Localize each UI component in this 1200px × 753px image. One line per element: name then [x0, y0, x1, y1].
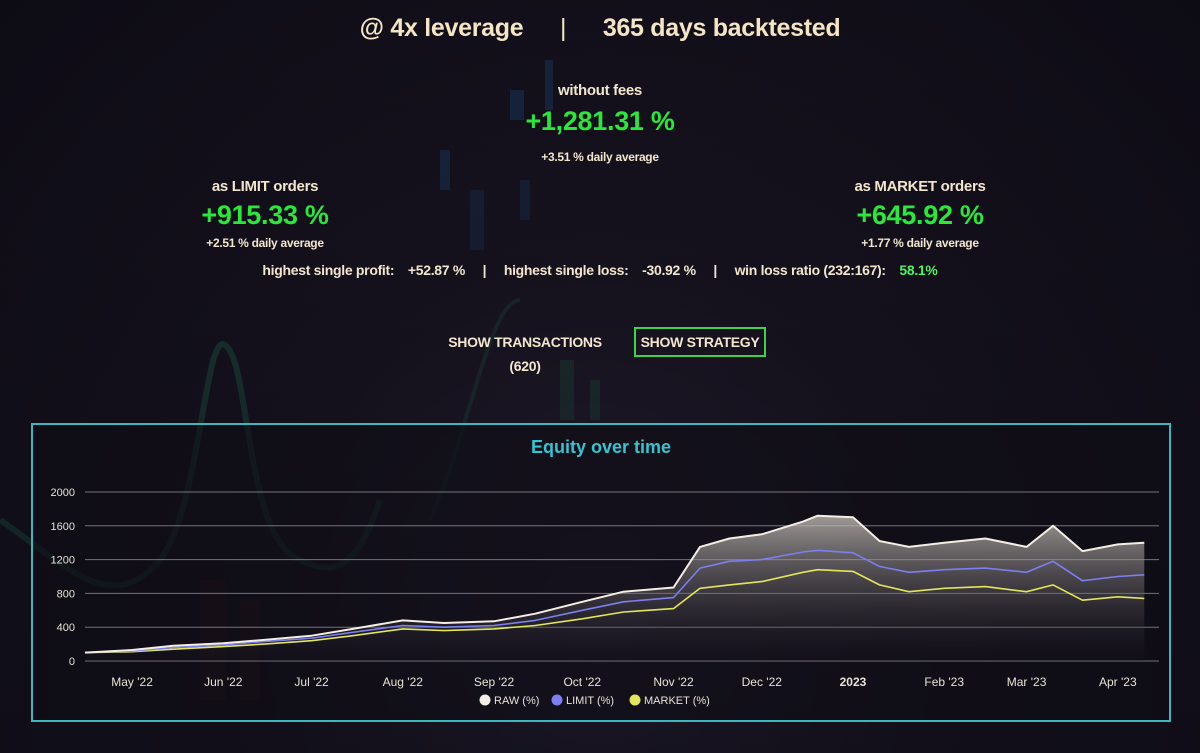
- show-strategy-button[interactable]: SHOW STRATEGY: [634, 327, 766, 357]
- no-fees-value: +1,281.31 %: [525, 106, 675, 136]
- show-transactions-button[interactable]: SHOW TRANSACTIONS (620): [448, 334, 602, 374]
- raw-area-fill: [85, 515, 1145, 661]
- x-tick-label: Oct '22: [563, 675, 601, 689]
- x-tick-label: May '22: [111, 675, 153, 689]
- profit-value: +52.87 %: [407, 262, 465, 278]
- loss-label: highest single loss:: [503, 262, 629, 278]
- equity-chart-panel: Equity over time 0 400 800 1200 1600 2000 May…: [31, 423, 1171, 722]
- header-separator: |: [559, 14, 567, 42]
- chart-title: Equity over time: [531, 437, 671, 457]
- market-daily: +1.77 % daily average: [861, 236, 979, 250]
- limit-value: +915.33 %: [201, 200, 329, 230]
- x-tick-label: Aug '22: [383, 675, 424, 689]
- legend-swatch: [551, 694, 563, 706]
- backtest-text: 365 days backtested: [602, 14, 841, 42]
- no-fees-label: without fees: [558, 82, 642, 99]
- legend-swatch: [479, 694, 491, 706]
- y-tick-label: 1200: [51, 555, 75, 567]
- winloss-value: 58.1%: [899, 262, 938, 278]
- stats-separator: |: [482, 262, 487, 278]
- x-tick-label: Mar '23: [1007, 675, 1047, 689]
- x-tick-label: Jun '22: [204, 675, 243, 689]
- x-tick-label: Sep '22: [474, 675, 515, 689]
- series-line-market: [84, 568, 1145, 654]
- stats-separator-2: |: [713, 262, 717, 278]
- leverage-text: @ 4x leverage: [359, 14, 524, 42]
- legend-swatch: [629, 694, 641, 706]
- x-tick-label: Dec '22: [742, 675, 783, 689]
- series-line-limit: [84, 549, 1145, 654]
- y-tick-label: 400: [57, 622, 75, 634]
- winloss-label: win loss ratio (232:167):: [734, 262, 887, 278]
- x-tick-label: 2023: [840, 675, 867, 689]
- chart-legend[interactable]: RAW (%) LIMIT (%) MARKET (%): [479, 694, 710, 708]
- market-label: as MARKET orders: [854, 178, 986, 195]
- x-axis: May '22 Jun '22 Jul '22 Aug '22 Sep '22 Oct '…: [111, 675, 1137, 689]
- y-axis: 0 400 800 1200 1600 2000: [51, 487, 75, 668]
- equity-chart: Equity over time 0 400 800 1200 1600 2000 May…: [51, 437, 1159, 708]
- series-line-raw: [84, 514, 1145, 654]
- x-tick-label: Jul '22: [294, 675, 329, 689]
- series-layer: [84, 514, 1145, 661]
- stats-line: highest single profit: +52.87 % | highes…: [0, 262, 1200, 278]
- legend-label[interactable]: LIMIT (%): [566, 695, 614, 707]
- y-tick-label: 1600: [51, 521, 75, 533]
- x-tick-label: Feb '23: [924, 675, 964, 689]
- header: @ 4x leverage | 365 days backtested: [0, 14, 1200, 43]
- x-tick-label: Apr '23: [1099, 675, 1137, 689]
- legend-label[interactable]: MARKET (%): [644, 695, 710, 707]
- no-fees-daily: +3.51 % daily average: [541, 150, 659, 164]
- limit-daily: +2.51 % daily average: [206, 236, 324, 250]
- legend-label[interactable]: RAW (%): [494, 695, 539, 707]
- market-value: +645.92 %: [856, 200, 984, 230]
- profit-label: highest single profit:: [262, 262, 395, 278]
- y-tick-label: 800: [57, 588, 75, 600]
- limit-label: as LIMIT orders: [211, 178, 319, 195]
- loss-value: -30.92 %: [642, 262, 696, 278]
- x-tick-label: Nov '22: [653, 675, 694, 689]
- y-tick-label: 0: [69, 656, 75, 668]
- y-tick-label: 2000: [51, 487, 75, 499]
